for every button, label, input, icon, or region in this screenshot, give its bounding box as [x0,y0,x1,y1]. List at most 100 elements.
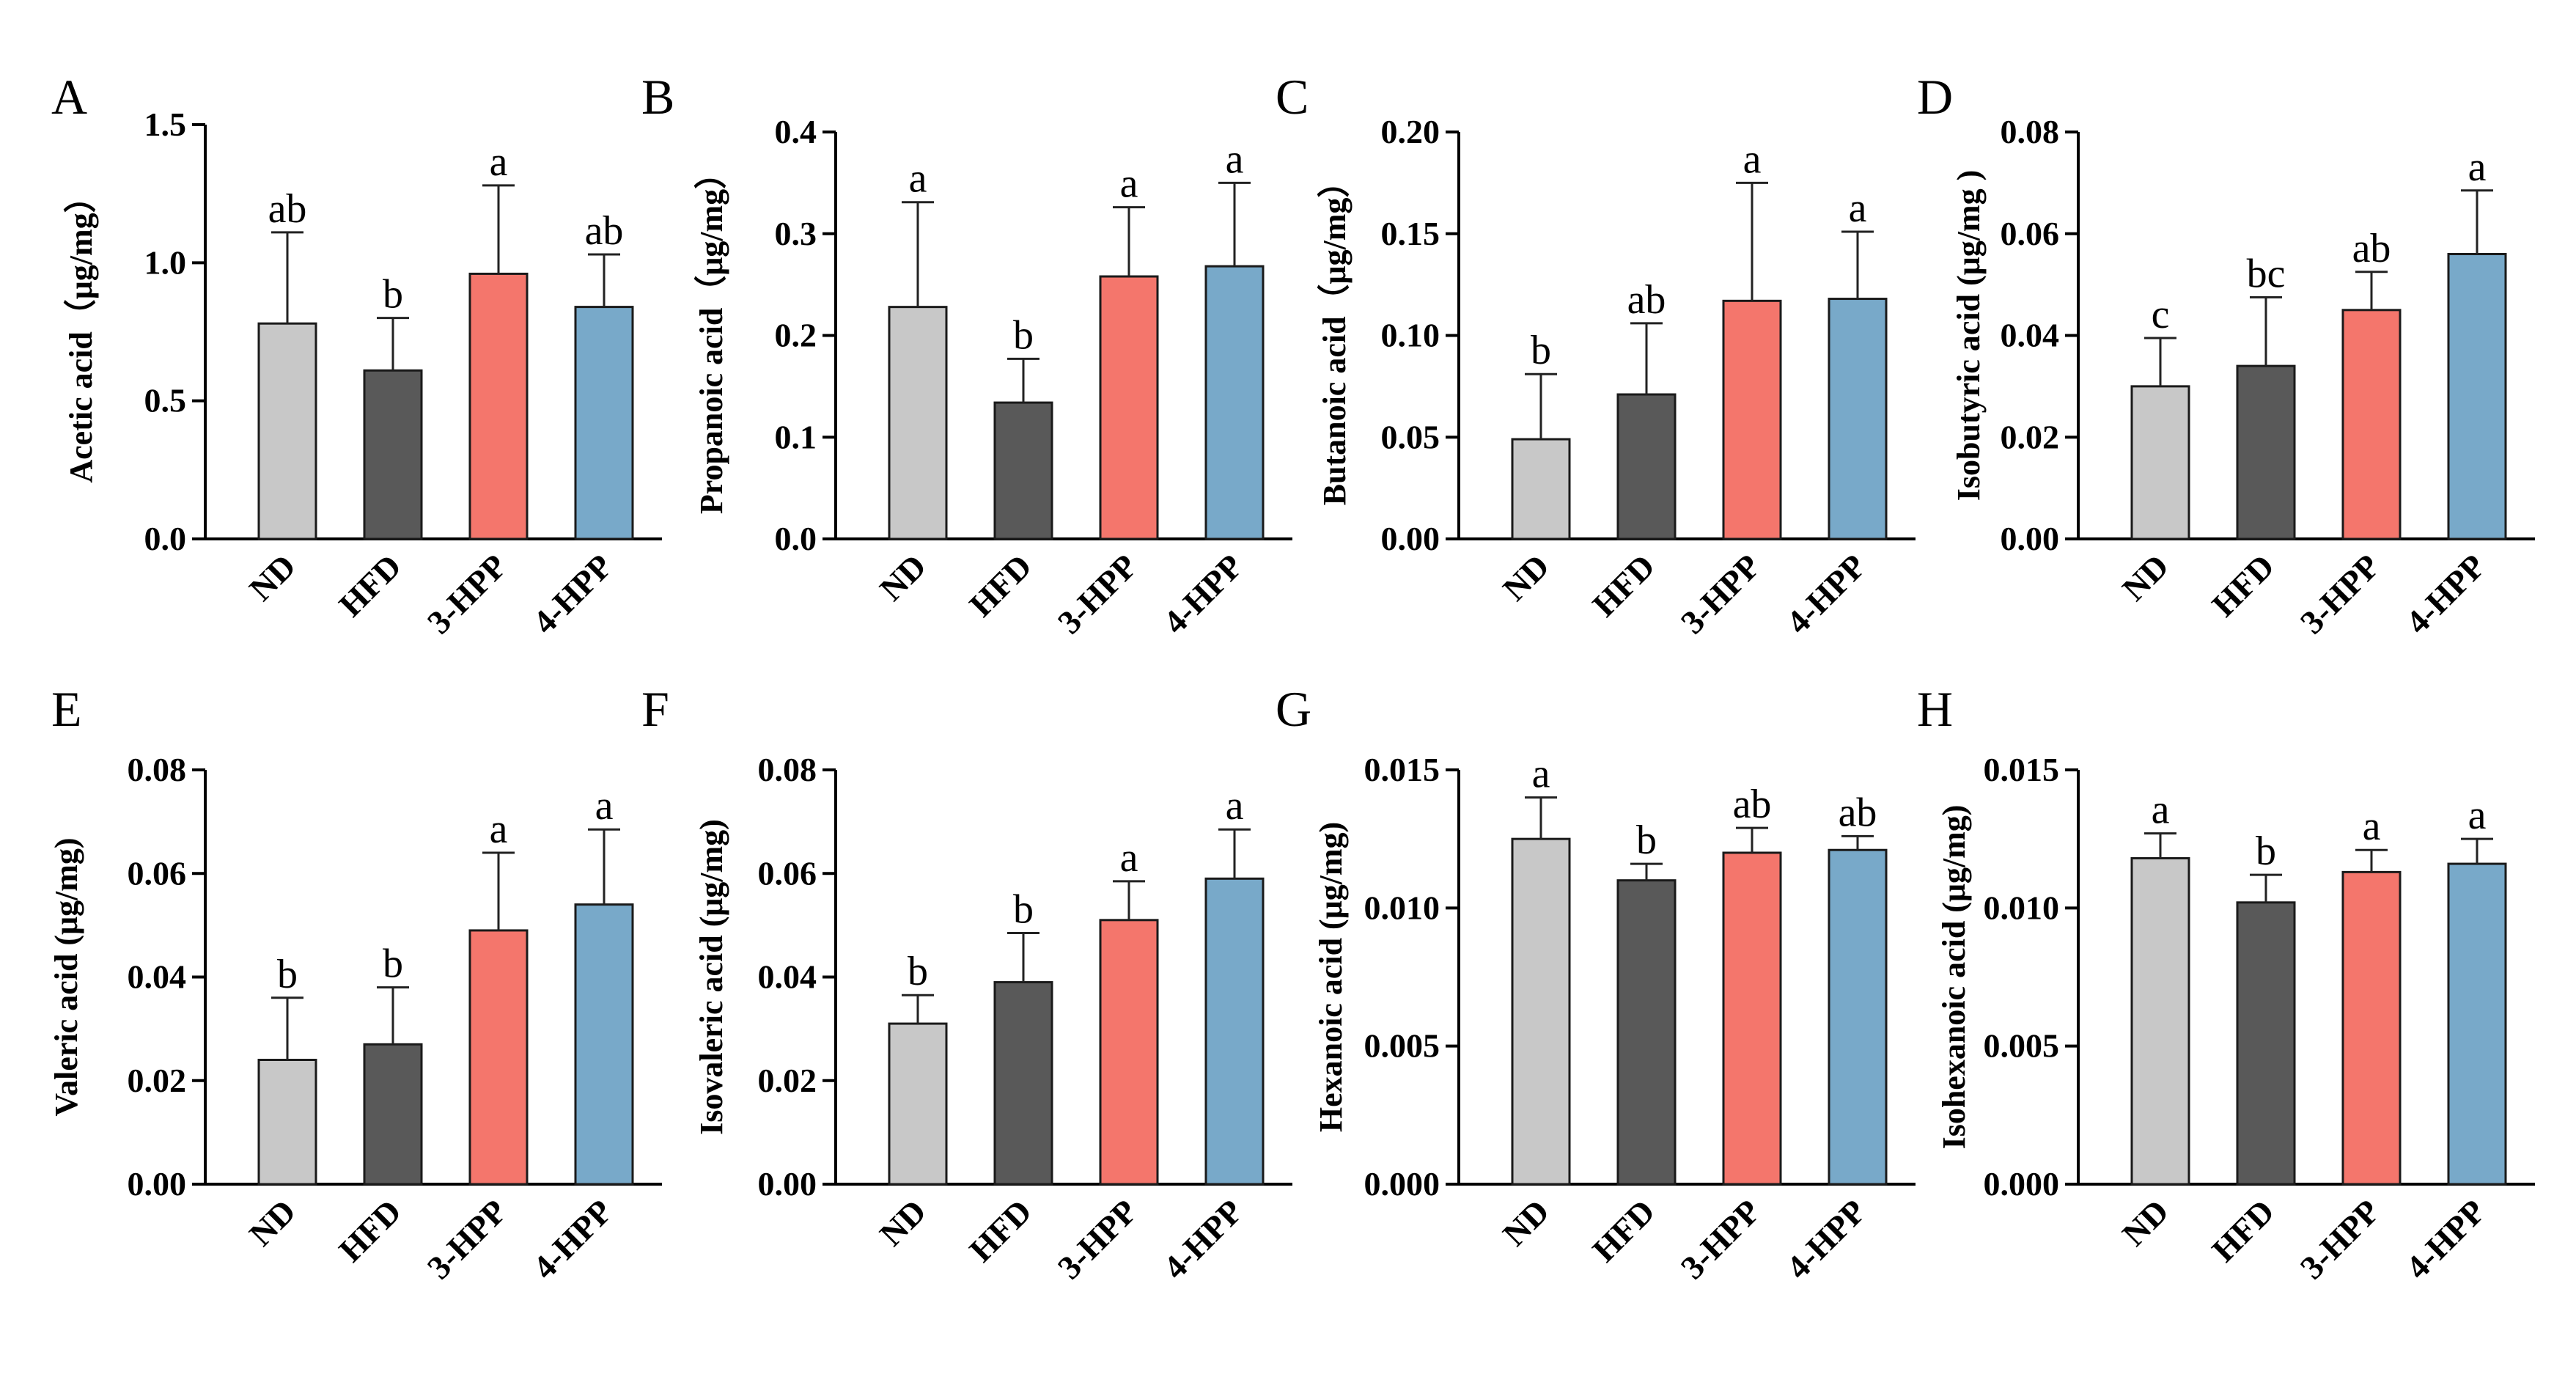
category-label: 4-HPP [1156,547,1250,641]
significance-letter: b [2256,829,2276,874]
category-label: HFD [331,547,408,624]
y-axis-label: Propanoic acid（μg/mg） [693,157,729,514]
y-tick-label: 0.06 [758,854,817,892]
category-label: 3-HPP [2293,1192,2387,1286]
y-axis-label: Isobutyric acid (μg/mg ) [1951,170,1987,501]
y-tick-label: 0.08 [758,751,817,788]
significance-letter: b [1013,312,1034,358]
panel-letter: E [51,681,82,737]
bar-nd [1511,438,1571,540]
panel-a: A 0.0 0.5 1.0 1.5 Acetic acid（μg/mg） ab ND b HFD a… [51,69,662,641]
category-label: ND [2115,547,2176,608]
bar-nd [257,1059,317,1186]
significance-letter: b [1531,328,1551,373]
significance-letter: a [2152,787,2170,833]
category-label: 3-HPP [1674,547,1767,641]
y-tick-label: 0.0 [144,520,187,557]
y-tick-label: 0.005 [1364,1027,1440,1065]
significance-letter: ab [1627,277,1666,323]
bar-4-hpp [2447,253,2507,540]
significance-letter: ab [1839,790,1877,835]
y-tick-label: 0.08 [2001,113,2060,150]
panel-letter: F [641,681,669,737]
panel-letter: D [1917,69,1953,125]
significance-letter: a [1532,752,1550,797]
bar-4-hpp [2447,862,2507,1186]
y-tick-label: 0.05 [1381,418,1440,455]
y-tick-label: 0.5 [144,382,187,419]
panel-e: E 0.00 0.02 0.04 0.06 0.08 Valeric acid (μg/mg… [48,681,662,1286]
panel-letter: B [641,69,674,125]
bar-nd [2130,857,2190,1186]
bar-hfd [993,401,1053,540]
y-tick-label: 1.5 [144,106,187,143]
category-label: 3-HPP [2293,547,2387,641]
bar-4-hpp [574,306,634,540]
category-label: 3-HPP [420,1192,514,1286]
significance-letter: a [490,139,508,185]
y-tick-label: 0.3 [775,215,817,252]
significance-letter: b [383,941,403,987]
bar-hfd [2236,901,2296,1186]
bar-4-hpp [1204,877,1265,1186]
category-label: HFD [1585,1192,1662,1269]
category-label: ND [1495,1192,1556,1253]
bar-hfd [363,1043,423,1186]
significance-letter: b [908,949,928,994]
panel-g: G 0.000 0.005 0.010 0.015 Hexanoic acid (μg/m… [1276,681,1916,1286]
bar-hfd [1616,879,1677,1186]
y-tick-label: 0.010 [1984,889,2060,926]
significance-letter: a [595,783,614,829]
bar-hfd [1616,393,1677,540]
y-tick-label: 0.000 [1364,1165,1440,1202]
panel-letter: G [1276,681,1311,737]
y-tick-label: 0.1 [775,418,817,455]
y-tick-label: 0.15 [1381,215,1440,252]
bar-3-hpp [1099,275,1159,540]
category-label: HFD [331,1192,408,1269]
panel-b: B 0.0 0.1 0.2 0.3 0.4 Propanoic acid（μg/mg） a ND… [641,69,1292,641]
y-tick-label: 0.04 [128,958,187,996]
significance-letter: a [2468,793,2487,838]
bar-4-hpp [574,903,634,1186]
y-tick-label: 0.00 [2001,520,2060,557]
category-label: HFD [1585,547,1662,624]
panel-letter: H [1917,681,1953,737]
category-label: 4-HPP [1779,1192,1873,1286]
category-label: 4-HPP [526,547,619,641]
bar-3-hpp [1722,299,1782,540]
y-axis-label: Hexanoic acid (μg/mg) [1313,822,1349,1132]
significance-letter: a [1226,136,1244,182]
y-tick-label: 0.2 [775,317,817,354]
y-tick-label: 0.00 [1381,520,1440,557]
bar-4-hpp [1828,848,1888,1186]
y-tick-label: 1.0 [144,243,187,281]
y-tick-label: 0.015 [1984,751,2060,788]
bar-nd [2130,385,2190,540]
panel-d: D 0.00 0.02 0.04 0.06 0.08 Isobutyric acid (μg… [1917,69,2535,641]
significance-letter: b [1013,886,1034,932]
significance-letter: ab [1733,782,1772,827]
bar-4-hpp [1828,298,1888,540]
category-label: 3-HPP [1050,547,1144,641]
y-tick-label: 0.02 [128,1062,187,1099]
y-tick-label: 0.08 [128,751,187,788]
category-label: 4-HPP [1779,547,1873,641]
panel-f: F 0.00 0.02 0.04 0.06 0.08 Isovaleric acid (μg… [641,681,1292,1286]
significance-letter: b [383,272,403,317]
y-tick-label: 0.02 [758,1062,817,1099]
category-label: HFD [2204,547,2281,624]
bar-3-hpp [1722,851,1782,1186]
category-label: HFD [962,547,1039,624]
significance-letter: a [1226,783,1244,829]
y-axis-label: Butanoic acid（μg/mg） [1317,166,1353,506]
bar-nd [888,306,948,540]
bar-hfd [2236,364,2296,540]
category-label: ND [242,1192,303,1253]
bar-3-hpp [468,929,529,1186]
y-tick-label: 0.02 [2001,418,2060,455]
y-tick-label: 0.005 [1984,1027,2060,1065]
y-axis-label: Isohexanoic acid (μg/mg) [1936,805,1972,1150]
bar-3-hpp [2341,309,2402,540]
category-label: 4-HPP [526,1192,619,1286]
